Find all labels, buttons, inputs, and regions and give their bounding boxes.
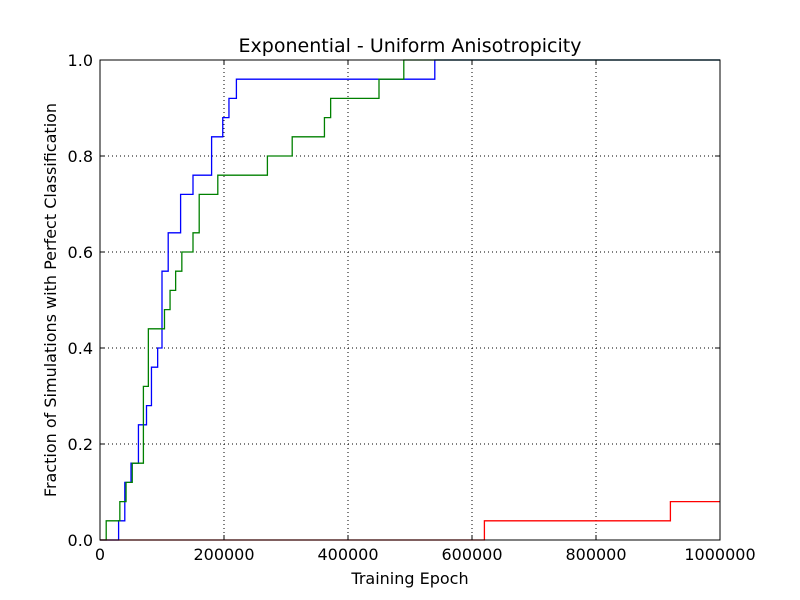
- y-tick-label: 0.6: [68, 243, 93, 262]
- grid: [100, 60, 720, 540]
- series-group: [100, 59, 720, 541]
- series-line-2: [100, 59, 720, 541]
- y-tick-label: 1.0: [68, 51, 93, 70]
- x-tick-label: 400000: [317, 545, 378, 564]
- x-tick-label: 200000: [193, 545, 254, 564]
- series-line-3: [100, 500, 720, 541]
- chart-title: Exponential - Uniform Anisotropicity: [239, 35, 582, 57]
- y-tick-label: 0.4: [68, 339, 93, 358]
- y-tick-label: 0.2: [68, 435, 93, 454]
- series-line-1: [100, 59, 720, 541]
- x-tick-label: 600000: [441, 545, 502, 564]
- x-tick-label: 1000000: [684, 545, 755, 564]
- y-tick-label: 0.0: [68, 531, 93, 550]
- x-tick-label: 0: [95, 545, 105, 564]
- ticks: 0 200000 400000 600000 800000 1000000 0.0 0.2 0.…: [68, 51, 756, 564]
- y-tick-label: 0.8: [68, 147, 93, 166]
- plot-frame: [99, 59, 721, 541]
- y-axis-title: Fraction of Simulations with Perfect Cla…: [41, 103, 60, 497]
- x-tick-label: 800000: [565, 545, 626, 564]
- x-axis-title: Training Epoch: [350, 569, 468, 588]
